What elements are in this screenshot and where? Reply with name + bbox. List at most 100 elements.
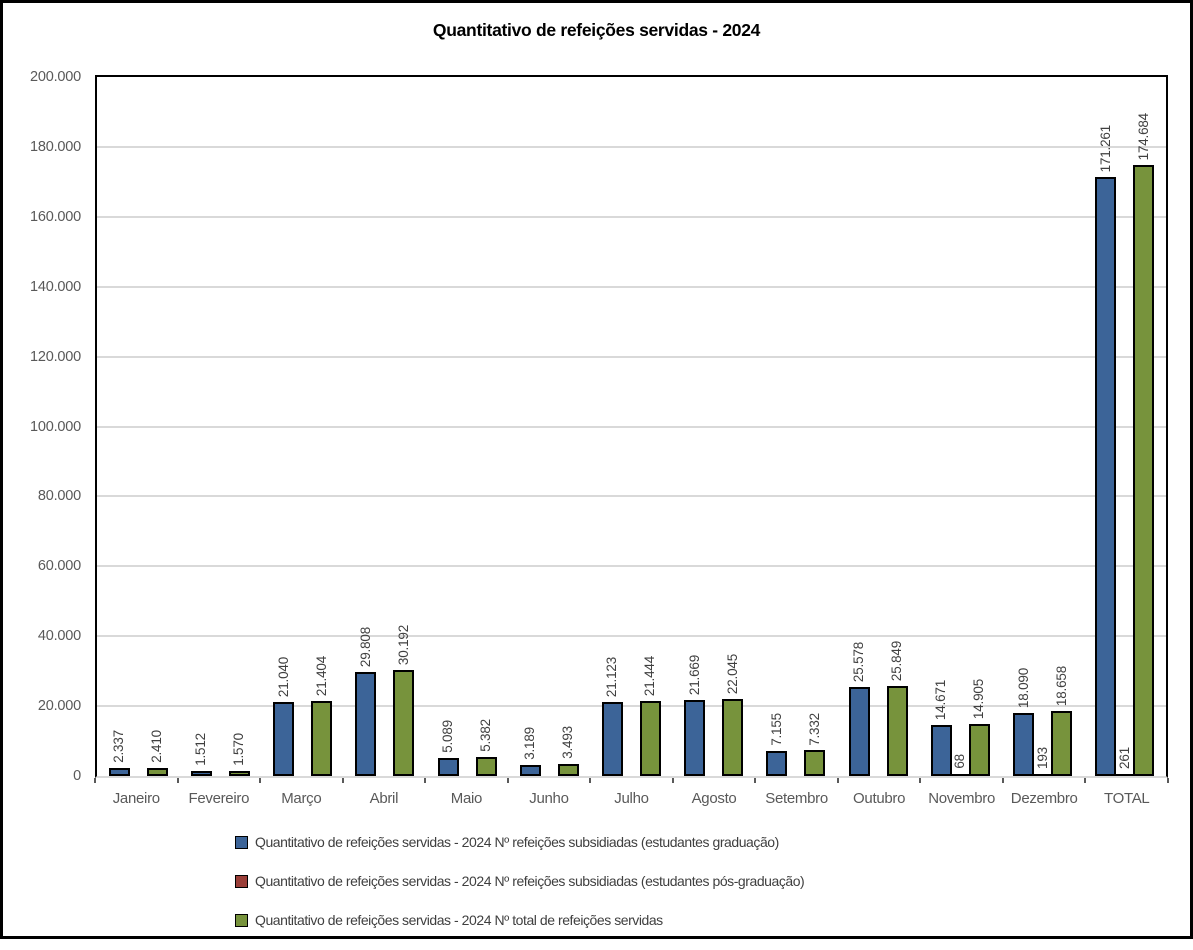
bar-data-label: 7.155 [768,713,784,746]
bar-data-label: 25.578 [851,641,867,682]
gridline [97,145,1166,148]
category-group: 3.189 3.493 [508,77,590,776]
bar-data-label: 5.382 [478,719,494,753]
legend-label: Quantitativo de refeições servidas - 202… [255,912,663,928]
bar-pos-graduacao [1116,774,1134,776]
bar-graduacao [766,751,788,776]
category-group: 1.512 1.570 [179,77,261,776]
bar-graduacao [190,770,212,776]
gridline [97,285,1166,288]
bar-data-label: 174.684 [1135,113,1151,161]
bar-data-label: 261 [1116,747,1132,769]
bar-total [968,723,990,776]
x-axis-label: Abril [369,790,399,807]
bar-graduacao [355,671,377,776]
y-tick-label: 40.000 [37,628,81,645]
bar-data-label: 3.189 [522,727,538,760]
bar-graduacao [1013,712,1035,776]
bar-total [639,701,661,776]
category-group: 18.090 193 18.658 [1002,77,1084,776]
bar-graduacao [848,686,870,776]
bar-data-label: 21.123 [604,657,620,698]
legend-label: Quantitativo de refeições servidas - 202… [255,834,779,850]
y-tick-label: 120.000 [29,348,81,365]
x-tick-mark [836,778,839,783]
category-group: 5.089 5.382 [426,77,508,776]
bar-graduacao [273,702,295,776]
x-tick-mark [424,778,427,783]
bar-data-label: 25.849 [889,640,905,681]
x-axis-label: Agosto [691,790,737,807]
bar-data-label: 68 [952,754,968,769]
x-tick-mark [919,778,922,783]
bar-graduacao [1095,177,1117,776]
bar-data-label: 7.332 [806,712,822,746]
x-axis-label: Junho [529,790,569,807]
y-tick-label: 20.000 [37,698,81,715]
category-group: 29.808 30.192 [344,77,426,776]
category-group: 21.669 22.045 [673,77,755,776]
bar-data-label: 171.261 [1097,125,1113,173]
category-group: 25.578 25.849 [837,77,919,776]
bar-graduacao [684,700,706,776]
category-group: 7.155 7.332 [755,77,837,776]
category-group: 21.123 21.444 [590,77,672,776]
y-tick-label: 80.000 [37,488,81,505]
x-tick-mark [94,778,96,783]
bar-data-label: 18.090 [1015,667,1031,708]
y-tick-label: 140.000 [29,278,81,295]
bar-total [228,770,250,776]
gridline [97,355,1166,358]
bar-data-label: 14.671 [933,679,949,720]
bar-pos-graduacao [951,774,969,776]
bar-total [557,763,579,776]
legend-item: Quantitativo de refeições servidas - 202… [235,911,804,929]
x-tick-mark [506,778,509,783]
bar-data-label: 5.089 [440,720,456,754]
x-axis-label: Maio [450,790,483,807]
x-axis-label: Janeiro [112,790,160,807]
bar-data-label: 14.905 [971,678,987,719]
category-group: 171.261 261 174.684 [1084,77,1166,776]
bar-total [886,685,908,776]
legend: Quantitativo de refeições servidas - 202… [235,833,805,950]
bar-data-label: 1.570 [231,732,247,766]
x-axis-label: Março [281,790,322,807]
bar-pos-graduacao [1034,774,1052,776]
x-tick-mark [671,778,674,783]
category-group: 14.671 68 14.905 [919,77,1001,776]
gridline [97,635,1166,638]
bar-data-label: 21.040 [275,657,291,698]
legend-label: Quantitativo de refeições servidas - 202… [255,873,805,889]
gridline [97,565,1166,568]
x-axis-label: Fevereiro [188,790,250,807]
bar-data-label: 29.808 [357,626,373,667]
plot-inner-area: 2.337 2.410 1.512 1.570 21.040 21.404 29.808 30… [97,77,1166,776]
chart-title: Quantitativo de refeições servidas - 202… [432,20,761,40]
category-group: 2.337 2.410 [97,77,179,776]
bar-total [393,670,415,776]
bar-data-label: 30.192 [395,625,411,666]
y-tick-label: 100.000 [29,418,81,435]
gridline [97,495,1166,498]
bar-total [1051,710,1073,776]
x-tick-mark [1167,778,1169,783]
plot-area: 2.337 2.410 1.512 1.570 21.040 21.404 29.808 30… [95,75,1168,778]
legend-marker-pos-graduacao [235,874,248,888]
y-tick-label: 60.000 [37,558,81,575]
category-group: 21.040 21.404 [261,77,343,776]
legend-marker-total [235,913,248,927]
x-tick-mark [176,778,179,783]
bar-data-label: 22.045 [724,653,740,694]
bar-data-label: 193 [1034,747,1050,769]
bar-total [146,767,168,776]
y-tick-label: 160.000 [29,208,81,225]
gridline [97,425,1166,428]
x-tick-mark [1084,778,1087,783]
bar-total [804,750,826,776]
x-tick-mark [259,778,262,783]
bar-total [475,757,497,776]
gridline [97,705,1166,708]
x-tick-mark [341,778,344,783]
